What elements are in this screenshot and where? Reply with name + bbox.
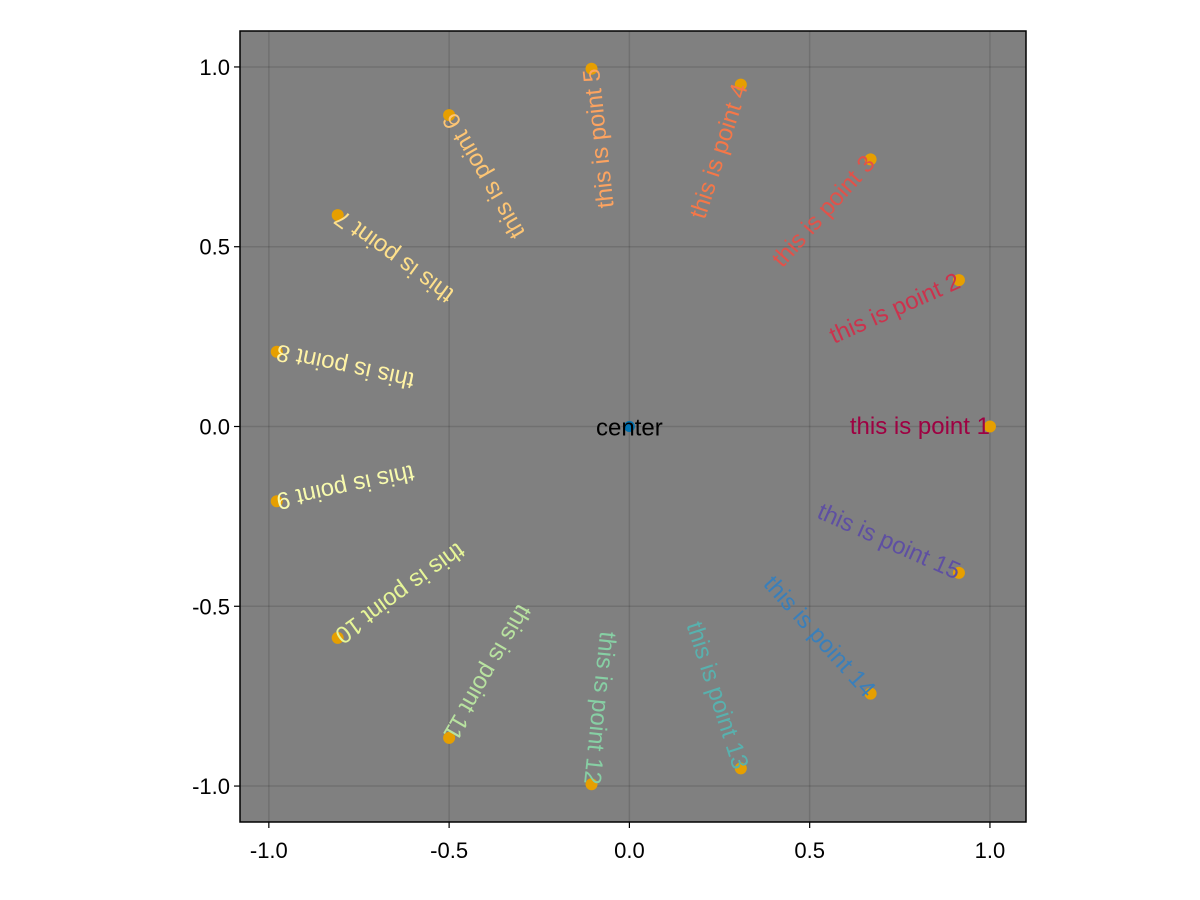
data-points [270, 62, 996, 791]
x-tick-label: -1.0 [250, 838, 288, 863]
data-point [270, 345, 283, 358]
data-point [864, 687, 877, 700]
data-point [443, 731, 456, 744]
data-point [270, 495, 283, 508]
data-point [952, 274, 965, 287]
x-tick-label: -0.5 [430, 838, 468, 863]
y-tick-label: 0.5 [199, 235, 230, 260]
data-point [983, 420, 996, 433]
data-point [331, 631, 344, 644]
y-tick-label: 0.0 [199, 415, 230, 440]
axis-ticks: -1.0 -0.5 0.0 0.5 1.0 -1.0 -0.5 0.0 0.5 1.0 [192, 55, 1005, 863]
data-point [331, 209, 344, 222]
data-point [952, 566, 965, 579]
center-point [623, 421, 635, 432]
point-label: this is point 1 [850, 413, 990, 440]
x-tick-label: 1.0 [975, 838, 1006, 863]
data-point [864, 153, 877, 166]
x-tick-label: 0.5 [794, 838, 825, 863]
y-tick-label: -1.0 [192, 774, 230, 799]
center-label: center [596, 415, 663, 442]
y-tick-label: 1.0 [199, 55, 230, 80]
data-point [734, 78, 747, 91]
y-tick-label: -0.5 [192, 594, 230, 619]
data-point [585, 778, 598, 791]
data-point [585, 62, 598, 75]
data-point [734, 762, 747, 775]
plot-frame [239, 30, 1027, 823]
x-tick-label: 0.0 [614, 838, 645, 863]
data-point [443, 109, 456, 122]
